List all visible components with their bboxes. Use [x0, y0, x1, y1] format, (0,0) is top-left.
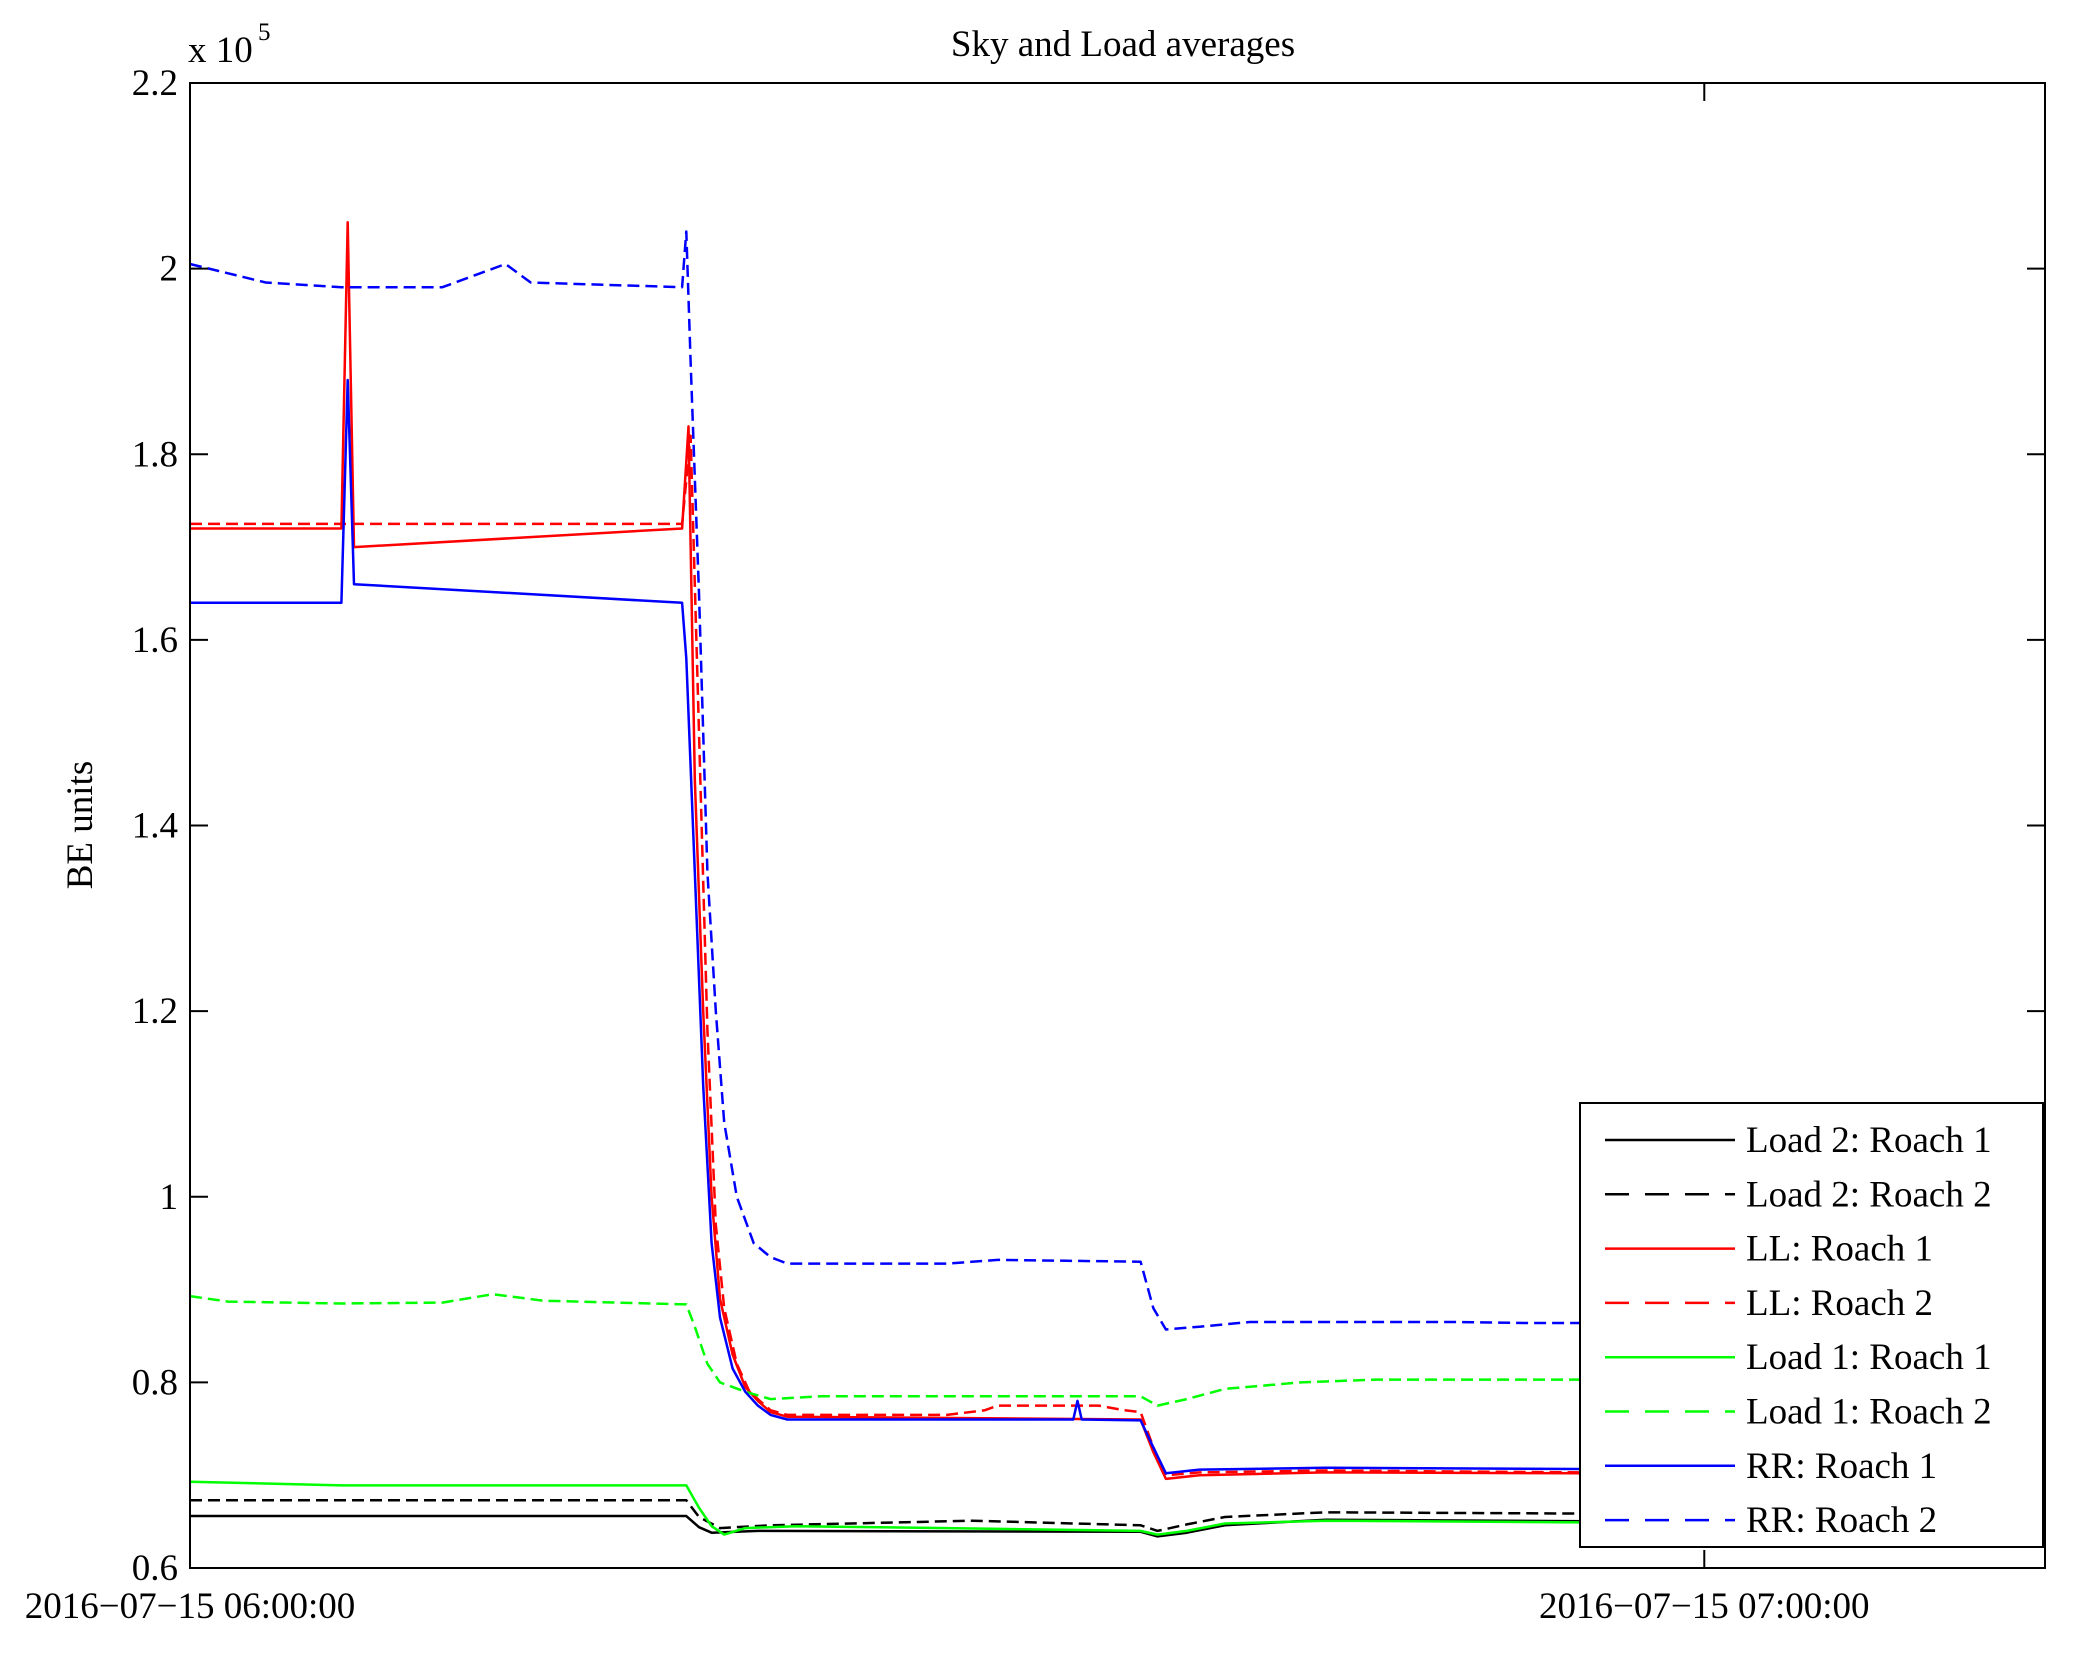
y-tick-label: 1 — [160, 1177, 179, 1218]
series-line-6 — [189, 1292, 2033, 1407]
series-layer — [189, 220, 2033, 1538]
y-tick-label: 1.6 — [132, 620, 178, 661]
series-line-4 — [190, 434, 2033, 1477]
legend: Load 2: Roach 1 Load 2: Roach 2 LL: Roach … — [1579, 1102, 2044, 1548]
y-tick-label: 2 — [160, 249, 179, 290]
legend-label-4: LL: Roach 2 — [1746, 1283, 1933, 1324]
series-line-5 — [189, 1480, 2033, 1536]
y-tick-label: 2.2 — [132, 63, 178, 104]
chart-title: Sky and Load averages — [951, 24, 1295, 65]
y-tick-label: 1.2 — [132, 991, 178, 1032]
y-tick-label: 0.8 — [132, 1362, 178, 1403]
y-exponent-label: x 10 5 — [188, 19, 271, 71]
y-exponent-power: 5 — [258, 19, 271, 46]
y-exponent-base: x 10 — [188, 30, 253, 71]
series-line-2 — [190, 1498, 2033, 1533]
y-tick-label: 0.6 — [132, 1548, 178, 1589]
series-line-7 — [190, 378, 2033, 1475]
legend-label-6: Load 1: Roach 2 — [1746, 1392, 1992, 1433]
legend-box — [1579, 1102, 2044, 1548]
legend-label-8: RR: Roach 2 — [1746, 1500, 1937, 1541]
y-axis-label: BE units — [60, 761, 101, 890]
axis-layer: 0.6 0.8 1 1.2 1.4 1.6 1.8 2 2.2 2016−07−15 06:00:… — [25, 63, 2045, 1627]
y-tick-label: 1.8 — [132, 434, 178, 475]
legend-label-1: Load 2: Roach 1 — [1746, 1120, 1992, 1161]
legend-label-3: LL: Roach 1 — [1746, 1229, 1933, 1270]
legend-label-7: RR: Roach 1 — [1746, 1446, 1937, 1487]
series-line-3 — [190, 220, 2033, 1481]
x-tick-label: 2016−07−15 06:00:00 — [25, 1586, 356, 1627]
legend-label-5: Load 1: Roach 1 — [1746, 1337, 1992, 1378]
y-tick-label: 1.4 — [132, 806, 178, 847]
x-tick-label: 2016−07−15 07:00:00 — [1539, 1586, 1870, 1627]
legend-label-2: Load 2: Roach 2 — [1746, 1174, 1992, 1215]
series-line-8 — [189, 230, 2033, 1331]
